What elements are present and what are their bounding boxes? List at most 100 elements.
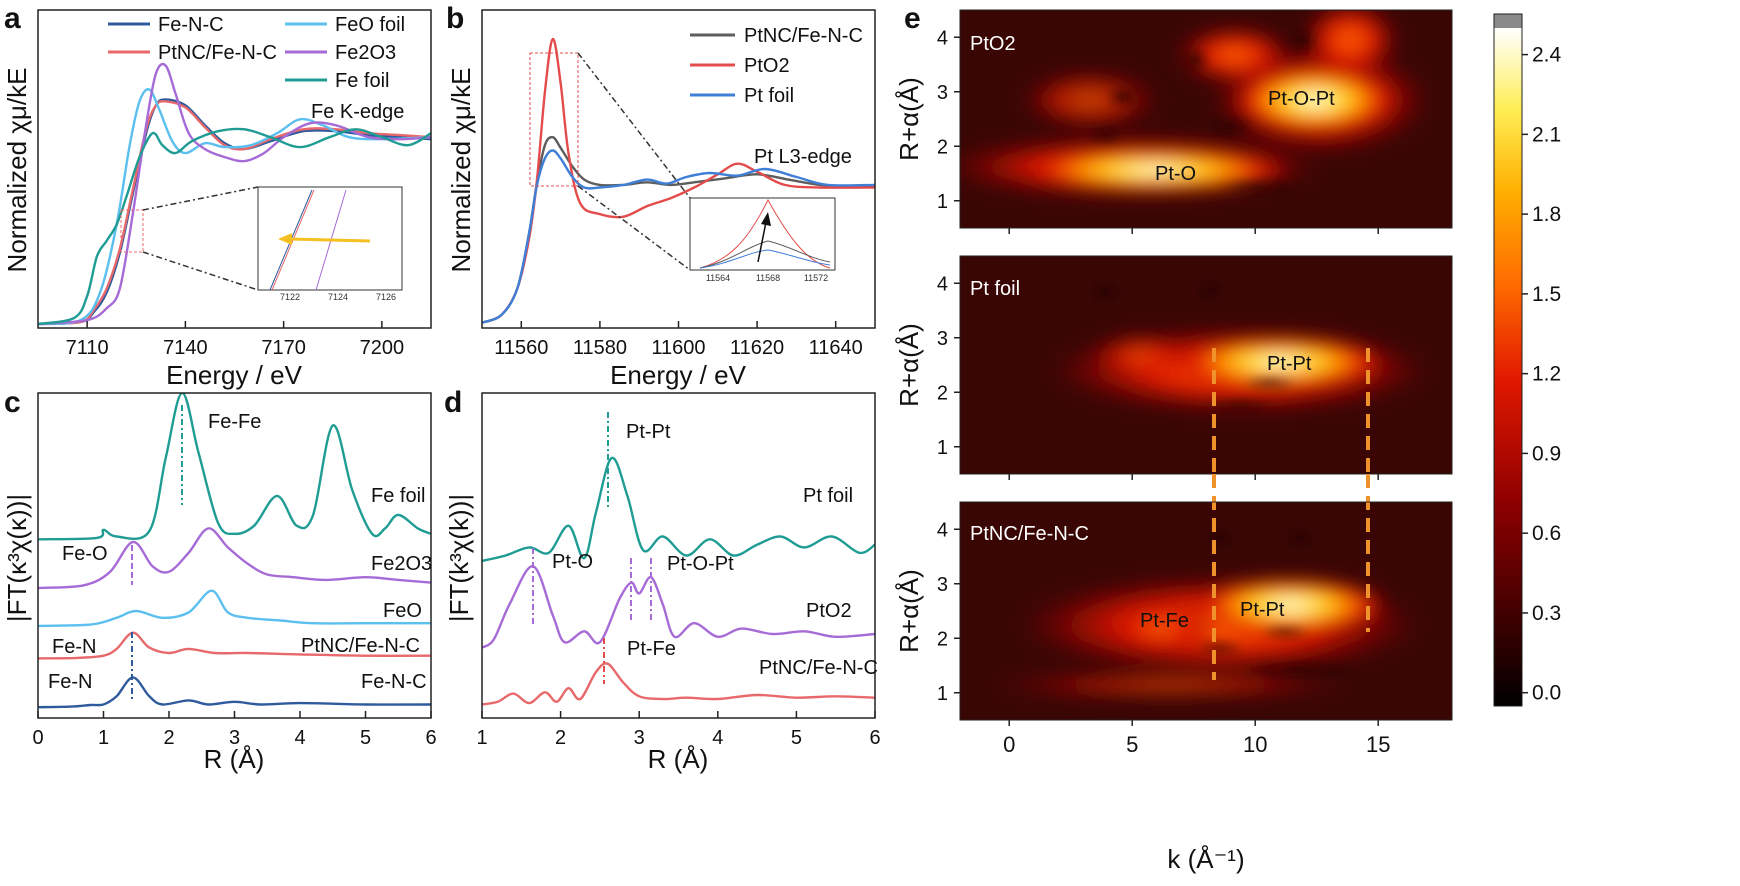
heatmap-ptfenc-title: PtNC/Fe-N-C [970,523,1089,545]
panel-c-line-feo [38,589,431,628]
heatmap-pto2-region-upper [1175,25,1295,85]
inset-b-tick-0: 11564 [706,273,730,283]
heatmap-ptfoil-region-pt-pt [1170,336,1390,388]
heatmap-1-ytick-label-1: 2 [937,382,948,404]
panel-b-xtick-label-3: 11620 [730,337,784,359]
colorbar-gradient [1494,28,1522,706]
inset-a-tick-1: 7124 [328,292,348,302]
heatmap-pto2-region-mid [1020,70,1160,130]
panel-c-xtick-label-1: 1 [98,727,109,749]
heatmap-0-ylabel: R+α(Å) [894,77,924,161]
panel-a-frame [37,9,432,329]
colorbar-tick-label-3: 0.9 [1532,442,1561,465]
heatmap-2-ytick-label-0: 1 [937,683,948,705]
panel-b-ylabel: Normalized χμ/kE [446,68,476,273]
panel-e-ticks: 1 2 3 4 R+α(Å) 1 2 3 4 R+α(Å) 1 2 3 4 R+α(Å) 0 5 10 15 [894,27,1390,757]
inset-b-tick-2: 11572 [804,273,828,283]
panel-c-line-fe-n-c [38,676,431,709]
panel-a: a 7110 7140 7170 7200 Energy / eV Normalize… [2,2,432,390]
heatmap-ptfoil-spot-4 [1206,401,1274,411]
inset-b-arrowhead [761,212,771,226]
panel-b: b 11560 11580 11600 11620 11640 Energy / eV … [446,2,876,390]
panel-d-xticks: 1 2 3 4 5 6 [476,711,881,749]
panel-a-legend: Fe-N-C PtNC/Fe-N-C FeO foil Fe2O3 Fe foi… [108,14,405,92]
panel-a-xtick-label-1: 7140 [163,337,208,359]
panel-a-xtick-label-0: 7110 [66,337,109,359]
panel-b-inset: 11564 11568 11572 [689,197,836,283]
colorbar-tick-label-2: 0.6 [1532,522,1561,545]
panel-c-xlabel: R (Å) [204,744,265,774]
panel-c-label-fefoil: Fe foil [371,485,425,507]
panel-e-xtick-label-2: 10 [1243,732,1267,757]
panel-a-zoom-line-top [142,186,259,211]
panel-c-line-fe-foil [38,393,431,541]
colorbar: 0.0 0.3 0.6 0.9 1.2 1.5 1.8 2.1 2.4 [1493,13,1562,707]
panel-d-label-ptfoil: Pt foil [803,485,853,507]
heatmap-2-ytick-label-1: 2 [937,628,948,650]
heatmap-ptfenc-spot-5 [1240,665,1360,675]
inset-a-arrow [289,237,371,243]
heatmap-pto2: PtO2 Pt-O-Pt Pt-O [959,9,1453,229]
panel-label-d: d [444,386,462,419]
panel-d-label-ptfenc: PtNC/Fe-N-C [759,657,878,679]
panel-d-xtick-label-5: 6 [869,727,880,749]
heatmap-pto2-region-pt-o [1015,148,1295,192]
panel-d-xtick-label-1: 2 [555,727,566,749]
heatmap-ptfoil-spot-2 [1091,284,1119,300]
legend-label-ptncgray: PtNC/Fe-N-C [744,25,863,47]
panel-b-series [482,37,875,324]
heatmap-ptfenc-frame [959,501,1453,721]
panel-b-zoom-line-top [577,52,691,199]
inset-b-tick-1: 11568 [756,273,780,283]
panel-d-xtick-label-0: 1 [476,727,487,749]
heatmap-pto2-label-0: Pt-O-Pt [1268,88,1335,110]
heatmap-pto2-title: PtO2 [970,33,1016,55]
panel-a-xtick-label-3: 7200 [360,337,405,359]
panel-e: e PtO2 Pt-O-Pt [894,2,1562,874]
colorbar-tick-label-7: 2.1 [1532,123,1561,146]
panel-b-xtick-label-4: 11640 [809,337,863,359]
panel-c-xtick-label-4: 4 [294,727,305,749]
panel-c-xtick-label-5: 5 [360,727,371,749]
panel-d-line-pt-foil [482,456,875,563]
panel-b-xtick-label-1: 11580 [573,337,627,359]
panel-d-line-ptnc-fe-n-c [482,662,875,706]
heatmap-pto2-spot-6 [1220,183,1300,193]
panel-c-xtick-label-2: 2 [163,727,174,749]
heatmap-ptfenc-spot-1 [1196,643,1244,653]
heatmap-ptfenc-spot-2 [1259,627,1311,637]
heatmap-ptfoil-spot-1 [1242,378,1298,388]
panel-d: d 1 2 3 4 5 6 R (Å) |FT(k³χ(k))| Pt-Pt Pt-O P… [444,386,881,774]
colorbar-tick-label-6: 1.8 [1532,203,1561,226]
heatmap-ptfoil-spot-3 [1198,282,1222,298]
colorbar-frame [1493,13,1523,707]
heatmap-pto2-spot-4 [1183,50,1207,70]
inset-a-arrowhead [278,233,292,245]
panel-a-series [38,62,431,326]
panel-c-label-fe2o3: Fe2O3 [371,553,432,575]
panel-a-ylabel: Normalized χμ/kE [2,68,32,273]
heatmap-pto2-spot-3 [1208,120,1252,132]
panel-c-label-fen-2: Fe-N [48,671,92,693]
panel-d-xtick-label-3: 4 [712,727,723,749]
heatmap-1-ytick-label-0: 1 [937,437,948,459]
panel-d-xtick-label-4: 5 [791,727,802,749]
panel-b-xticks: 11560 11580 11600 11620 11640 [494,321,863,359]
panel-c-label-feo-series: FeO [383,600,422,622]
panel-c-label-fen-1: Fe-N [52,636,96,658]
colorbar-tick-label-1: 0.3 [1532,602,1561,625]
heatmap-ptfoil: Pt foil Pt-Pt [959,255,1453,475]
panel-b-legend: PtNC/Fe-N-C PtO2 Pt foil [690,25,863,107]
panel-b-xtick-label-2: 11600 [651,337,705,359]
legend-label-fenc: Fe-N-C [158,14,224,36]
legend-label-ptfoil: Pt foil [744,85,794,107]
panel-a-zoom-box [120,209,144,253]
panel-c-series [38,393,431,709]
panel-d-label-ptpt: Pt-Pt [626,421,671,443]
legend-label-ptfenc: PtNC/Fe-N-C [158,42,277,64]
heatmap-0-ytick-label-1: 2 [937,136,948,158]
panel-a-zoom-line-bottom [142,251,259,291]
panel-c-xtick-label-3: 3 [229,727,240,749]
heatmap-ptfenc-label-0: Pt-Fe [1140,610,1189,632]
